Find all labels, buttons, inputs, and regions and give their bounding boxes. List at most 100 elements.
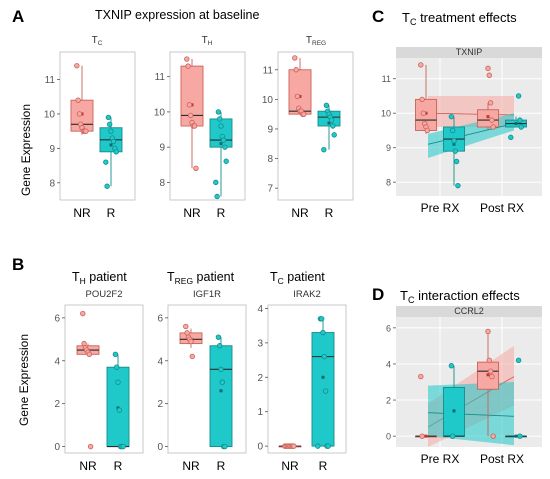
data-point [293, 67, 299, 73]
x-category-label: Pre RX [421, 201, 460, 215]
data-point [487, 368, 494, 374]
y-tick-label: 8 [49, 178, 55, 189]
y-tick-label: 4 [386, 359, 391, 369]
chart-b2: IGF1R 0 2 4 6 NR R [157, 289, 247, 473]
data-point [486, 72, 492, 78]
data-point [515, 93, 522, 99]
data-point [193, 165, 199, 171]
chart-b3: IRAK2 0 1 2 3 4 NR R [257, 289, 347, 473]
data-point [189, 353, 195, 360]
data-point [215, 334, 222, 340]
data-point [517, 117, 523, 123]
data-point [112, 351, 119, 358]
data-point [83, 128, 89, 134]
data-point [424, 127, 430, 134]
x-category-label: NR [281, 459, 299, 473]
fit-line-nr [427, 112, 515, 116]
data-point [331, 132, 337, 138]
data-point [113, 364, 120, 370]
mean-marker [514, 434, 518, 438]
box-r [311, 332, 335, 447]
mean-marker [452, 142, 456, 146]
x-category-label: R [325, 206, 334, 220]
y-tick-label: 0 [157, 442, 163, 453]
y-axis-label-a: Gene Expression [19, 104, 33, 196]
data-point [191, 123, 198, 129]
x-category-label: Post RX [480, 452, 524, 466]
data-point [448, 113, 455, 120]
data-point [115, 379, 121, 385]
panel-c-heading: TC treatment effects [402, 10, 517, 27]
data-point [452, 148, 458, 154]
data-point [188, 338, 194, 345]
y-axis-label-b: Gene Expression [17, 334, 31, 426]
data-point [489, 373, 495, 380]
data-point [321, 146, 327, 153]
plot-frame [167, 304, 247, 454]
fit-line-r [427, 412, 515, 417]
data-point [222, 144, 228, 150]
x-category-label: NR [291, 206, 309, 220]
data-point [110, 138, 117, 145]
x-category-label: R [107, 206, 116, 220]
y-tick-label: 11 [382, 74, 391, 84]
panel-d-heading: TC interaction effects [400, 288, 520, 305]
data-point [113, 149, 119, 155]
data-point [448, 363, 455, 369]
data-point [106, 121, 113, 127]
data-point [87, 443, 94, 450]
x-category-label: R [114, 459, 123, 473]
data-point [322, 388, 329, 394]
mean-marker [486, 373, 490, 377]
y-tick-label: 8 [159, 178, 165, 189]
data-point [216, 343, 223, 349]
y-tick-label: 9 [159, 143, 165, 154]
y-tick-label: 10 [381, 109, 391, 119]
y-tick-label: 9 [386, 143, 391, 153]
data-point [453, 158, 460, 165]
y-tick-label: 6 [54, 313, 60, 324]
data-point [218, 123, 224, 129]
data-point [218, 366, 224, 373]
data-point [455, 182, 461, 189]
data-point [485, 328, 491, 335]
data-point [518, 124, 524, 130]
y-tick-label: 6 [157, 313, 163, 324]
y-tick-label: 2 [54, 399, 60, 410]
chart-a3: TREG 7 8 9 10 11 NR R [262, 35, 354, 220]
data-point [120, 443, 126, 450]
chart-c: TXNIP 8 9 10 11 Pre RX Post RX [381, 47, 542, 215]
data-point [330, 123, 336, 129]
fit-line-r [427, 123, 515, 145]
y-tick-label: 6 [386, 323, 391, 333]
data-point [323, 102, 330, 108]
data-point [86, 351, 92, 358]
data-point [487, 100, 494, 106]
x-category-label: NR [182, 459, 200, 473]
data-point [183, 323, 189, 330]
x-category-label: Pre RX [421, 452, 460, 466]
mean-marker [424, 434, 428, 438]
data-point [315, 443, 321, 449]
data-point [187, 112, 194, 119]
data-point [294, 93, 301, 100]
data-point [103, 159, 109, 165]
data-point [223, 158, 229, 164]
data-point [418, 373, 424, 380]
panel-letter-a: A [12, 7, 24, 26]
y-tick-label: 9 [267, 124, 273, 135]
y-tick-label: 11 [45, 75, 56, 86]
mean-marker [514, 122, 518, 126]
gene-label: IGF1R [193, 289, 221, 300]
data-point [214, 193, 220, 200]
data-point [74, 63, 80, 69]
x-category-label: R [319, 459, 328, 473]
chart-d: CCRL2 0 2 4 6 Pre RX Post RX [386, 306, 542, 466]
mean-marker [219, 389, 223, 393]
chart-a2: TH 8 9 10 11 NR R [154, 35, 246, 220]
box-nr [477, 109, 499, 128]
y-tick-label: 0 [257, 442, 263, 453]
data-point [76, 111, 83, 117]
panel-a-heading: TXNIP expression at baseline [95, 8, 259, 22]
